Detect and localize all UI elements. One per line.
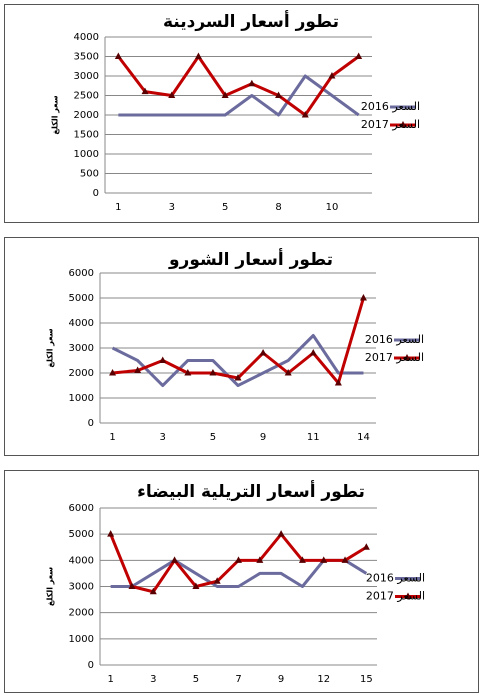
marker: [355, 52, 363, 59]
legend-label: السعر 2017: [366, 590, 425, 603]
x-tick-label: 7: [235, 674, 241, 685]
y-tick-label: 5000: [69, 529, 94, 540]
y-axis-label: سعر الكلغ: [46, 567, 55, 606]
marker: [275, 91, 283, 98]
marker: [248, 79, 256, 87]
y-tick-label: 1000: [69, 393, 94, 404]
x-tick-label: 3: [160, 432, 166, 443]
legend-marker: [399, 121, 407, 128]
x-tick-label: 10: [326, 202, 339, 213]
marker: [168, 91, 176, 98]
y-axis-label: سعر الكلغ: [51, 95, 60, 134]
marker: [359, 294, 367, 301]
y-tick-label: 2000: [69, 608, 94, 619]
marker: [184, 369, 192, 376]
y-tick-label: 6000: [69, 503, 94, 514]
x-tick-label: 15: [360, 674, 373, 685]
chart-panel: [4, 237, 479, 456]
y-tick-label: 3000: [69, 582, 94, 593]
legend-label: السعر 2016: [365, 333, 424, 346]
line: [111, 334, 364, 387]
x-tick-label: 3: [150, 674, 156, 685]
marker: [259, 349, 267, 356]
marker: [109, 369, 117, 376]
y-tick-label: 2000: [74, 110, 99, 121]
y-tick-label: 1500: [74, 130, 99, 141]
legend-label: السعر 2016: [366, 572, 425, 585]
marker: [171, 556, 179, 563]
y-tick-label: 2000: [69, 368, 94, 379]
legend-label: السعر 2017: [361, 118, 420, 131]
x-tick-label: 1: [109, 432, 115, 443]
y-tick-label: 4000: [74, 32, 99, 43]
y-tick-label: 0: [88, 660, 94, 671]
marker: [328, 72, 336, 79]
y-tick-label: 1000: [69, 634, 94, 645]
x-tick-label: 9: [278, 674, 284, 685]
marker: [209, 369, 217, 376]
x-tick-label: 5: [193, 674, 199, 685]
marker: [284, 369, 292, 376]
x-tick-label: 9: [260, 432, 266, 443]
marker: [341, 556, 349, 563]
chart-panel: [4, 4, 479, 223]
chart-title: تطور أسعار السردينة: [163, 10, 339, 32]
marker: [192, 582, 200, 589]
x-tick-label: 11: [307, 432, 320, 443]
x-tick-label: 3: [169, 202, 175, 213]
marker: [141, 87, 149, 95]
marker: [277, 530, 285, 537]
y-tick-label: 4000: [69, 318, 94, 329]
marker: [107, 530, 115, 537]
marker: [309, 349, 317, 356]
marker: [320, 556, 328, 563]
y-tick-label: 3500: [74, 52, 99, 63]
marker: [256, 556, 264, 563]
y-tick-label: 6000: [69, 268, 94, 279]
marker: [149, 587, 157, 595]
marker: [362, 543, 370, 550]
y-tick-label: 5000: [69, 293, 94, 304]
marker: [128, 582, 136, 589]
y-tick-label: 3000: [69, 343, 94, 354]
legend-marker: [403, 354, 411, 361]
marker: [134, 366, 142, 373]
x-tick-label: 12: [317, 674, 330, 685]
marker: [298, 556, 306, 563]
x-tick-label: 5: [210, 432, 216, 443]
marker: [301, 111, 309, 118]
x-tick-label: 5: [222, 202, 228, 213]
x-tick-label: 14: [357, 432, 370, 443]
marker: [194, 52, 202, 59]
y-tick-label: 2500: [74, 91, 99, 102]
y-tick-label: 1000: [74, 149, 99, 160]
legend-label: السعر 2017: [365, 351, 424, 364]
legend-marker: [404, 592, 412, 599]
marker: [334, 379, 342, 386]
marker: [213, 577, 221, 584]
y-tick-label: 4000: [69, 555, 94, 566]
marker: [221, 91, 229, 98]
y-tick-label: 3000: [74, 71, 99, 82]
marker: [114, 52, 122, 59]
line: [118, 74, 360, 117]
marker: [159, 356, 167, 363]
y-tick-label: 0: [88, 418, 94, 429]
y-tick-label: 0: [93, 188, 99, 199]
marker: [235, 556, 242, 563]
line: [117, 55, 360, 117]
y-axis-label: سعر الكلغ: [46, 328, 55, 367]
chart-title: تطور أسعار الشورو: [168, 248, 333, 270]
marker: [234, 374, 242, 381]
chart-title: تطور أسعار التريلية البيضاء: [137, 480, 365, 502]
x-tick-label: 1: [115, 202, 121, 213]
y-tick-label: 500: [80, 169, 99, 180]
x-tick-label: 8: [275, 202, 281, 213]
legend-label: السعر 2016: [361, 100, 420, 113]
x-tick-label: 1: [107, 674, 113, 685]
